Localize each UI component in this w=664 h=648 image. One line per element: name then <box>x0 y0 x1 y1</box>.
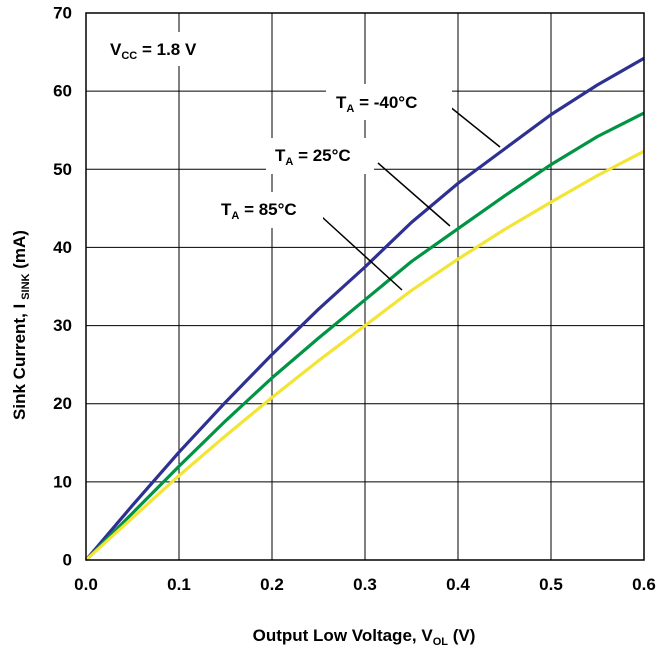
leader-line-0 <box>443 101 501 148</box>
series-line-1 <box>84 111 645 562</box>
y-tick-label: 0 <box>63 551 72 570</box>
y-tick-label: 30 <box>53 316 72 335</box>
condition-label-box <box>100 32 224 66</box>
y-tick-label: 60 <box>53 82 72 101</box>
y-axis-title: Sink Current, ISINK (mA) <box>10 230 32 420</box>
x-tick-label: 0.5 <box>539 575 563 594</box>
y-tick-labels: 0 10 20 30 40 50 60 70 <box>53 4 72 570</box>
y-tick-label: 70 <box>53 4 72 23</box>
series-label-box-25 <box>266 138 374 174</box>
condition-label: VCC = 1.8 V <box>110 40 197 62</box>
series-line-0 <box>84 56 645 562</box>
x-tick-label: 0.2 <box>260 575 284 594</box>
y-tick-label: 20 <box>53 394 72 413</box>
x-tick-label: 0.3 <box>353 575 377 594</box>
series-label-25: TA = 25°C <box>275 146 351 168</box>
y-tick-label: 10 <box>53 472 72 491</box>
x-tick-label: 0.0 <box>74 575 98 594</box>
plot-frame <box>85 12 645 561</box>
series-label-box-85 <box>213 192 323 228</box>
x-tick-label: 0.4 <box>446 575 470 594</box>
label-leader-lines <box>321 101 501 291</box>
series-label-box-minus40 <box>326 84 452 120</box>
x-tick-labels: 0.0 0.1 0.2 0.3 0.4 0.5 0.6 <box>74 575 656 594</box>
leader-line-2 <box>321 216 403 291</box>
series-label-85: TA = 85°C <box>221 200 297 222</box>
series-group <box>84 56 645 562</box>
y-tick-label: 50 <box>53 160 72 179</box>
leader-line-1 <box>377 162 451 227</box>
x-tick-label: 0.1 <box>167 575 191 594</box>
series-line-2 <box>84 149 645 562</box>
series-label-minus40: TA = -40°C <box>336 93 417 115</box>
y-tick-label: 40 <box>53 238 72 257</box>
x-axis-title: Output Low Voltage, VOL (V) <box>253 626 476 648</box>
x-tick-label: 0.6 <box>632 575 656 594</box>
